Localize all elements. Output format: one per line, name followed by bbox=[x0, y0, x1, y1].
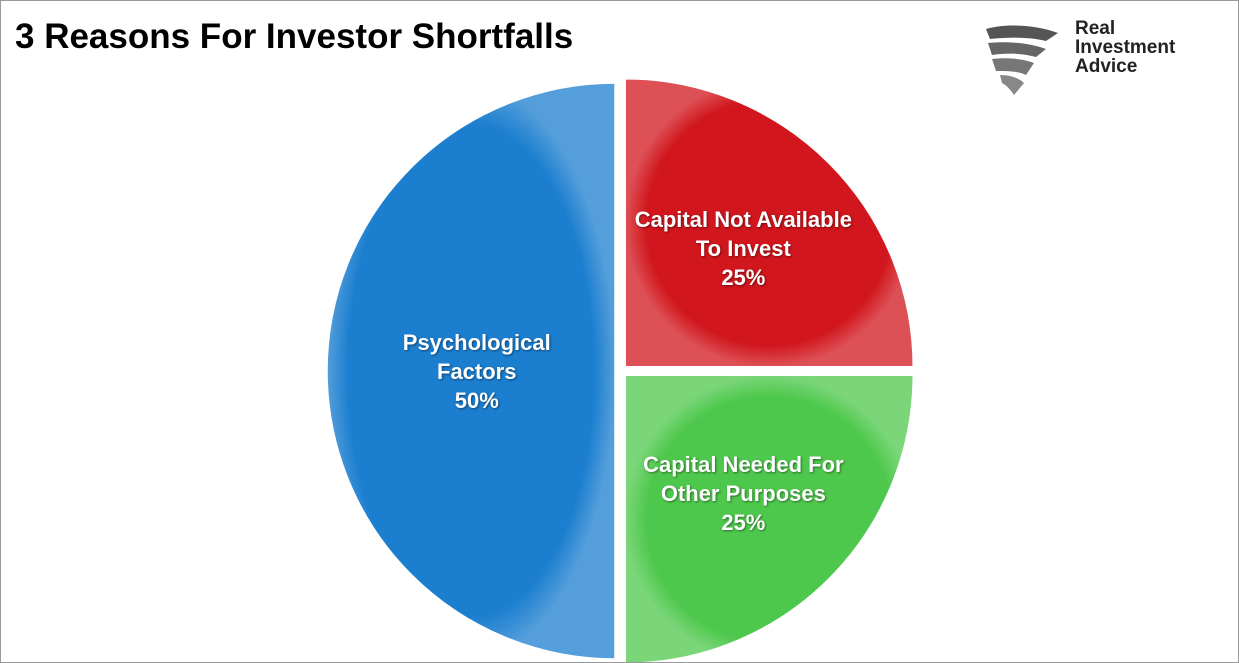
slice-label: Capital Needed For Other Purposes 25% bbox=[633, 450, 853, 537]
slice-shine bbox=[625, 375, 914, 662]
logo-icon bbox=[986, 25, 1058, 95]
category-label: Psychological Factors bbox=[402, 329, 551, 384]
logo-text: Real Investment Advice bbox=[1075, 18, 1176, 77]
category-label: Capital Not Available To Invest bbox=[634, 207, 852, 262]
value-label: 25% bbox=[721, 509, 766, 535]
value-label: 50% bbox=[454, 387, 499, 413]
category-label: Capital Needed For Other Purposes bbox=[643, 451, 844, 506]
slice-label: Capital Not Available To Invest 25% bbox=[633, 205, 853, 292]
slice-shine bbox=[327, 83, 615, 659]
chart-title: 3 Reasons For Investor Shortfalls bbox=[15, 17, 574, 56]
slice-shine bbox=[625, 78, 914, 367]
value-label: 25% bbox=[721, 265, 766, 291]
slice-label: Psychological Factors 50% bbox=[367, 328, 587, 415]
